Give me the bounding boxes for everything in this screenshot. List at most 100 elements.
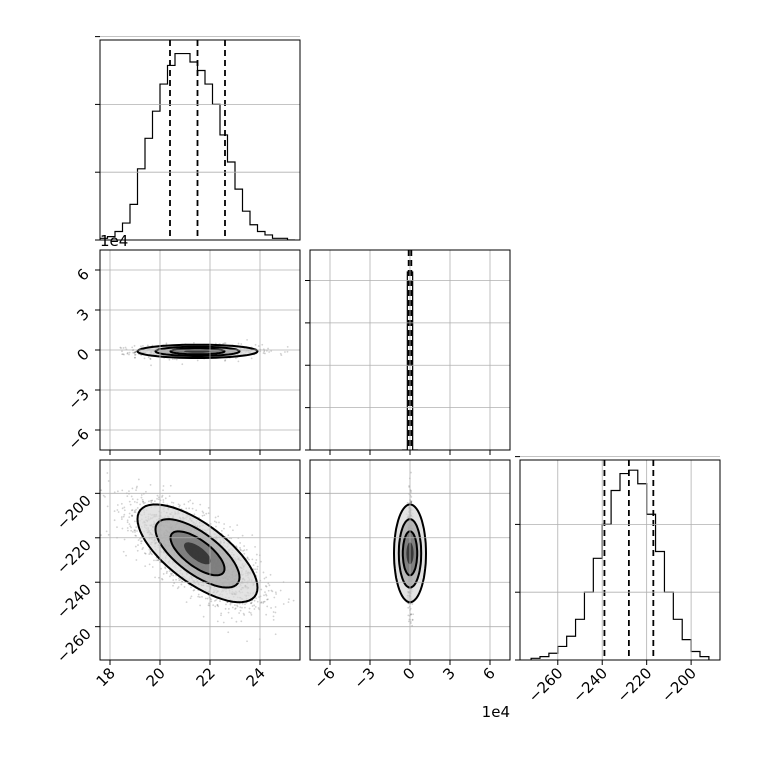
sample-point	[136, 530, 138, 532]
sample-point	[107, 480, 110, 482]
sample-point	[131, 515, 133, 518]
panel-frame	[99, 39, 301, 241]
sample-point	[102, 494, 105, 497]
sample-point	[224, 359, 227, 361]
density-level-3	[184, 542, 211, 565]
sample-point	[130, 526, 133, 529]
sample-point	[117, 511, 120, 513]
xtick-label-p0: 18	[93, 664, 119, 690]
sample-point	[128, 351, 131, 354]
sample-point	[248, 607, 251, 610]
sample-point	[141, 498, 144, 501]
panel-content	[100, 40, 295, 240]
sample-point	[263, 600, 266, 603]
sample-point	[240, 549, 242, 552]
sample-point	[286, 345, 289, 348]
sample-point	[178, 505, 181, 508]
sample-point	[149, 499, 152, 502]
sample-point	[124, 346, 127, 349]
panel-frame	[309, 249, 511, 451]
sample-point	[139, 503, 141, 506]
sample-point	[267, 347, 269, 350]
sample-point	[181, 363, 184, 366]
sample-point	[208, 602, 210, 605]
sample-point	[225, 603, 227, 606]
sample-point	[179, 504, 181, 507]
sample-point	[136, 501, 138, 504]
sample-point	[272, 619, 275, 621]
sample-point	[252, 564, 255, 567]
sample-point	[143, 357, 146, 360]
sample-point	[185, 601, 188, 604]
sample-point	[213, 599, 216, 602]
sample-point	[199, 604, 202, 607]
sample-point	[128, 500, 131, 503]
sample-point	[113, 491, 116, 494]
sample-point	[262, 571, 265, 574]
sample-point	[120, 518, 123, 520]
sample-point	[237, 342, 240, 345]
sample-point	[175, 578, 177, 581]
sample-point	[250, 613, 253, 616]
sample-point	[192, 589, 195, 592]
sample-point	[215, 525, 217, 528]
sample-point	[206, 597, 209, 600]
sample-point	[191, 507, 194, 510]
sample-point	[168, 495, 171, 498]
sample-point	[148, 563, 151, 566]
sample-point	[133, 511, 136, 514]
sample-point	[180, 583, 183, 586]
sample-point	[407, 614, 410, 617]
sample-point	[242, 549, 244, 552]
sample-point	[260, 601, 263, 603]
contour-1	[154, 345, 241, 357]
sample-point	[214, 605, 217, 608]
sample-point	[260, 560, 262, 563]
sample-point	[279, 589, 282, 592]
sample-point	[204, 597, 207, 600]
sample-point	[188, 507, 191, 510]
sample-point	[407, 620, 410, 623]
sample-point	[222, 621, 225, 624]
sample-point	[126, 527, 129, 529]
sample-point	[224, 360, 226, 362]
sample-point	[141, 548, 144, 551]
sample-point	[410, 491, 412, 493]
sample-point	[226, 601, 229, 604]
sample-point	[142, 500, 145, 503]
sample-point	[288, 598, 290, 601]
sample-point	[153, 500, 156, 503]
sample-point	[260, 601, 262, 604]
panel-background	[100, 40, 300, 240]
sample-point	[189, 499, 192, 502]
panel-frame	[99, 459, 301, 661]
sample-point	[284, 351, 286, 353]
contour-0	[136, 503, 259, 604]
sample-point	[238, 602, 241, 605]
sample-point	[196, 359, 199, 362]
sample-point	[187, 500, 190, 503]
sample-point	[126, 495, 129, 498]
sample-point	[162, 573, 165, 575]
sample-point	[234, 604, 236, 607]
sample-point	[197, 593, 200, 596]
contour-2	[169, 347, 226, 356]
sample-point	[120, 347, 122, 349]
sample-point	[244, 606, 246, 609]
sample-point	[131, 514, 133, 517]
sample-point	[210, 600, 213, 603]
sample-point	[191, 502, 194, 505]
sample-point	[134, 351, 137, 353]
contour-2	[401, 530, 419, 577]
sample-point	[153, 559, 155, 562]
scatter-p1-p2	[305, 459, 511, 665]
sample-point	[216, 604, 219, 606]
sample-point	[264, 585, 267, 587]
sample-point	[170, 574, 173, 576]
sample-point	[133, 356, 136, 359]
sample-point	[411, 619, 414, 621]
sample-point	[237, 360, 240, 363]
sample-point	[245, 548, 248, 551]
sample-point	[224, 607, 227, 610]
